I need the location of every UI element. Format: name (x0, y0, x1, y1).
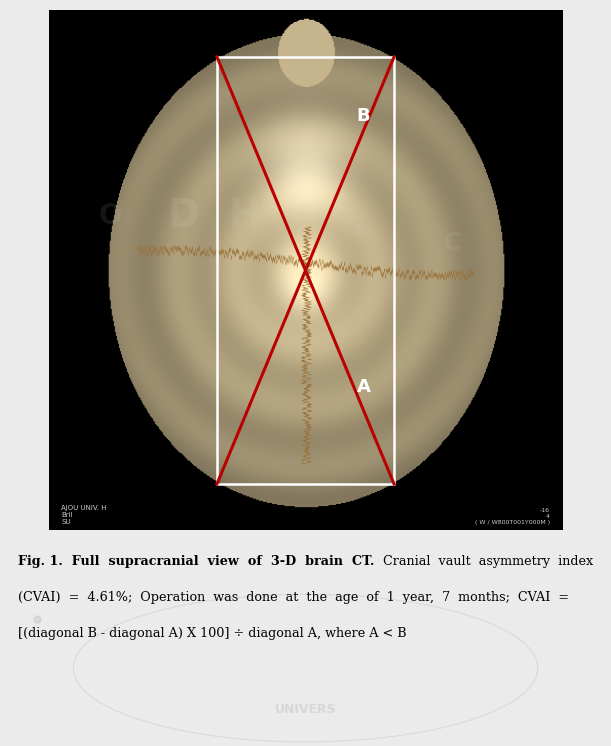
Text: UNIVERS: UNIVERS (275, 703, 336, 715)
Text: AJOU UNIV. H
Bril
SU: AJOU UNIV. H Bril SU (61, 504, 106, 524)
Text: A: A (357, 377, 370, 395)
Text: S: S (343, 213, 365, 242)
Text: B: B (357, 107, 370, 125)
Text: H: H (228, 198, 261, 235)
Text: Fig. 1.  Full  supracranial  view  of  3-D  brain  CT.: Fig. 1. Full supracranial view of 3-D br… (18, 555, 375, 568)
Text: D: D (167, 198, 199, 235)
Text: O: O (98, 202, 122, 231)
Bar (217, 57, 394, 484)
Text: [(diagonal B - diagonal A) X 100] ÷ diagonal A, where A < B: [(diagonal B - diagonal A) X 100] ÷ diag… (18, 627, 407, 640)
Text: (CVAI)  =  4.61%;  Operation  was  done  at  the  age  of  1  year,  7  months; : (CVAI) = 4.61%; Operation was done at th… (18, 591, 569, 604)
Text: -16
4
( W / W800T001Y000M ): -16 4 ( W / W800T001Y000M ) (475, 508, 550, 524)
Text: Cranial  vault  asymmetry  index: Cranial vault asymmetry index (375, 555, 593, 568)
Text: C: C (443, 231, 461, 255)
